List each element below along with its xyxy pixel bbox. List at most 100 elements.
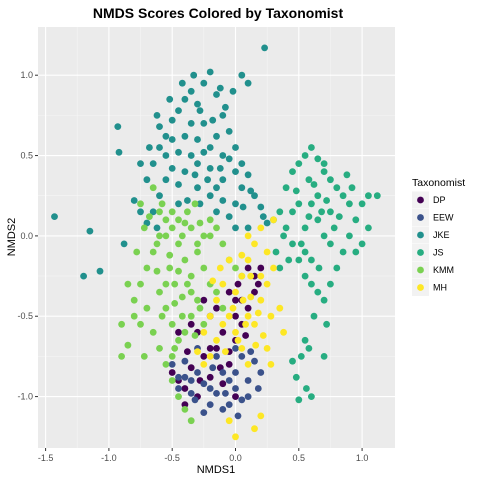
data-point-jke bbox=[219, 152, 227, 159]
data-point-eew bbox=[206, 385, 214, 392]
data-point-jke bbox=[149, 160, 157, 168]
data-point-mh bbox=[276, 304, 284, 312]
data-point-kmm bbox=[171, 280, 179, 288]
data-point-mh bbox=[232, 288, 239, 296]
data-point-eew bbox=[222, 390, 229, 397]
data-point-kmm bbox=[213, 288, 220, 296]
data-point-jke bbox=[187, 87, 195, 95]
legend-key-mh bbox=[417, 284, 424, 291]
data-point-eew bbox=[194, 369, 201, 376]
data-point-dp bbox=[187, 364, 195, 372]
data-point-kmm bbox=[162, 216, 170, 224]
data-point-dp bbox=[168, 369, 176, 376]
data-point-mh bbox=[219, 320, 227, 328]
data-point-jke bbox=[206, 165, 214, 172]
data-point-jke bbox=[206, 144, 214, 151]
data-point-eew bbox=[219, 406, 227, 413]
data-point-jke bbox=[244, 79, 252, 87]
data-point-kmm bbox=[137, 320, 144, 328]
data-point-jke bbox=[216, 84, 224, 92]
data-point-eew bbox=[232, 345, 239, 352]
data-point-kmm bbox=[118, 320, 125, 328]
data-point-kmm bbox=[171, 300, 179, 307]
data-point-js bbox=[308, 393, 315, 400]
data-point-mh bbox=[251, 425, 258, 433]
data-point-jke bbox=[259, 213, 267, 221]
data-point-mh bbox=[251, 320, 258, 328]
data-point-jke bbox=[200, 148, 208, 156]
data-point-jke bbox=[225, 127, 233, 135]
data-point-mh bbox=[244, 256, 252, 264]
data-point-mh bbox=[270, 216, 277, 224]
data-point-js bbox=[292, 373, 300, 381]
data-point-mh bbox=[225, 312, 233, 320]
data-point-js bbox=[343, 171, 351, 179]
data-point-mh bbox=[263, 248, 271, 256]
data-point-jke bbox=[196, 107, 204, 114]
data-point-kmm bbox=[187, 417, 195, 425]
data-point-jke bbox=[209, 116, 217, 124]
data-point-mh bbox=[267, 361, 275, 368]
data-point-jke bbox=[232, 200, 239, 208]
data-point-kmm bbox=[178, 232, 186, 240]
data-point-eew bbox=[209, 364, 217, 372]
data-point-eew bbox=[254, 385, 262, 392]
data-point-kmm bbox=[162, 232, 170, 240]
data-point-kmm bbox=[146, 213, 153, 221]
data-point-eew bbox=[232, 385, 239, 392]
data-point-eew bbox=[244, 393, 252, 400]
data-point-jke bbox=[257, 203, 265, 211]
data-point-js bbox=[289, 168, 296, 176]
x-tick-label: 1.0 bbox=[356, 453, 369, 463]
data-point-js bbox=[305, 345, 313, 352]
data-point-jke bbox=[130, 197, 138, 204]
data-point-js bbox=[295, 200, 303, 208]
legend-label-mh: MH bbox=[433, 283, 447, 293]
data-point-jke bbox=[51, 213, 58, 221]
data-point-kmm bbox=[194, 240, 201, 248]
data-point-js bbox=[314, 216, 322, 224]
data-point-js bbox=[320, 296, 328, 304]
data-point-js bbox=[320, 160, 328, 168]
data-point-js bbox=[276, 264, 284, 272]
data-point-kmm bbox=[175, 240, 182, 248]
data-point-js bbox=[320, 232, 328, 240]
data-point-dp bbox=[200, 296, 208, 304]
data-point-jke bbox=[120, 240, 128, 248]
data-point-dp bbox=[206, 373, 214, 381]
data-point-mh bbox=[270, 264, 277, 272]
data-point-js bbox=[310, 181, 318, 188]
data-point-jke bbox=[175, 148, 182, 156]
data-point-kmm bbox=[191, 332, 199, 339]
data-point-mh bbox=[257, 224, 265, 232]
data-point-eew bbox=[251, 357, 258, 365]
data-point-jke bbox=[194, 136, 201, 143]
data-point-mh bbox=[257, 272, 265, 280]
data-point-jke bbox=[156, 123, 163, 130]
data-point-kmm bbox=[184, 208, 191, 216]
data-point-mh bbox=[219, 280, 227, 288]
data-point-mh bbox=[247, 293, 255, 301]
data-point-mh bbox=[244, 361, 252, 368]
data-point-js bbox=[318, 208, 325, 216]
plot-panel bbox=[38, 27, 395, 448]
data-point-jke bbox=[200, 120, 208, 127]
data-point-js bbox=[272, 248, 280, 256]
data-point-jke bbox=[115, 148, 123, 156]
data-point-js bbox=[358, 240, 366, 248]
data-point-js bbox=[303, 385, 310, 392]
y-tick-label: 1.0 bbox=[20, 70, 33, 80]
data-point-js bbox=[365, 192, 372, 200]
data-point-jke bbox=[225, 155, 233, 163]
data-point-jke bbox=[232, 144, 239, 151]
data-point-mh bbox=[252, 341, 260, 349]
x-tick-label: 0.5 bbox=[293, 453, 306, 463]
data-point-js bbox=[315, 264, 323, 272]
data-point-js bbox=[314, 192, 322, 200]
data-point-kmm bbox=[175, 336, 182, 344]
data-point-js bbox=[308, 200, 315, 208]
data-point-jke bbox=[156, 144, 163, 151]
data-point-js bbox=[358, 200, 366, 208]
data-point-jke bbox=[149, 208, 157, 216]
data-point-dp bbox=[232, 296, 239, 304]
